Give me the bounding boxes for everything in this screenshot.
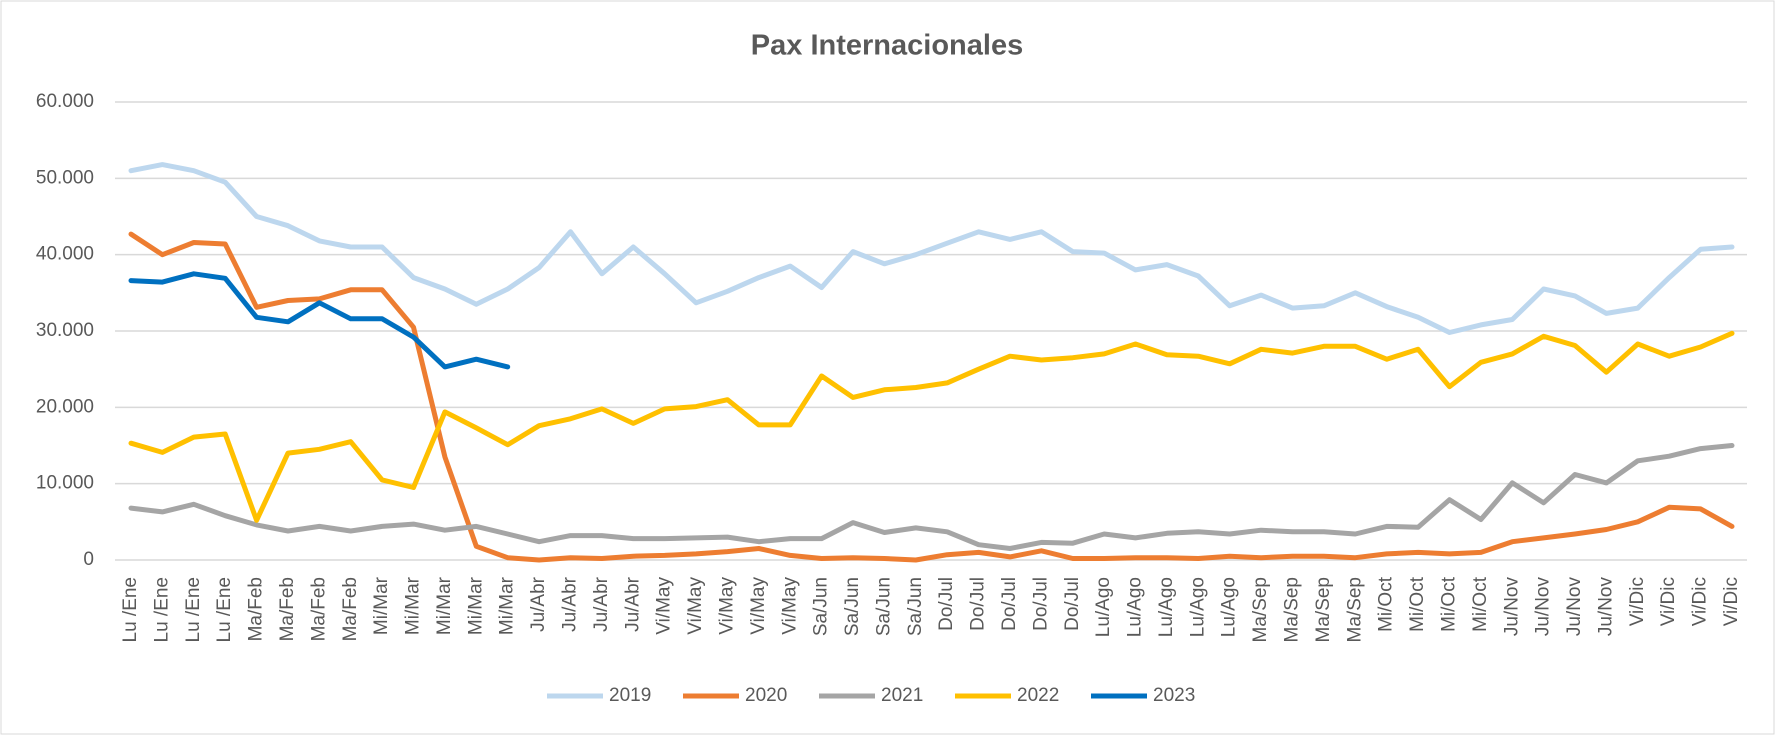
x-tick-label: Lu /Ene <box>183 577 204 643</box>
legend-label: 2022 <box>1017 685 1059 706</box>
x-tick-label: Mi/Oct <box>1438 576 1459 632</box>
line-series <box>128 271 511 370</box>
x-tick-label: Mi/Oct <box>1407 576 1428 632</box>
x-tick-label: Ju/Nov <box>1564 577 1585 637</box>
y-tick-label: 10.000 <box>36 473 94 494</box>
line-series <box>128 443 1735 551</box>
line-series <box>128 231 1735 563</box>
y-tick-label: 0 <box>83 549 94 570</box>
x-tick-label: Vi/Dic <box>1627 577 1648 626</box>
legend-label: 2021 <box>881 685 923 706</box>
x-tick-label: Lu/Ago <box>1093 577 1114 637</box>
x-tick-label: Ju/Abr <box>560 576 581 632</box>
x-tick-label: Lu/Ago <box>1125 577 1146 637</box>
chart-title: Pax Internacionales <box>751 30 1023 62</box>
x-tick-label: Ju/Nov <box>1533 577 1554 637</box>
x-tick-label: Vi/May <box>716 577 737 635</box>
legend-label: 2023 <box>1153 685 1195 706</box>
x-tick-label: Mi/Mar <box>497 576 518 635</box>
y-tick-label: 30.000 <box>36 320 94 341</box>
x-tick-label: Ma/Feb <box>340 577 361 641</box>
x-tick-label: Ma/Sep <box>1250 577 1271 642</box>
x-tick-label: Mi/Oct <box>1376 576 1397 632</box>
x-tick-label: Vi/May <box>779 577 800 635</box>
x-tick-label: Ju/Abr <box>591 576 612 632</box>
line-series <box>128 330 1735 523</box>
x-tick-label: Lu/Ago <box>1219 577 1240 637</box>
x-tick-label: Lu/Ago <box>1156 577 1177 637</box>
x-tick-label: Lu /Ene <box>151 577 172 643</box>
x-tick-label: Sa/Jun <box>842 577 863 636</box>
x-tick-label: Vi/Dic <box>1658 577 1679 626</box>
x-tick-label: Do/Jul <box>999 577 1020 631</box>
legend-label: 2019 <box>609 685 651 706</box>
y-tick-label: 20.000 <box>36 396 94 417</box>
x-tick-label: Lu/Ago <box>1187 577 1208 637</box>
x-tick-label: Ma/Feb <box>246 577 267 641</box>
x-tick-label: Do/Jul <box>1030 577 1051 631</box>
x-tick-label: Mi/Mar <box>434 576 455 635</box>
x-tick-label: Ju/Abr <box>528 576 549 632</box>
line-series <box>128 162 1735 335</box>
x-tick-label: Ju/Nov <box>1595 577 1616 637</box>
x-tick-label: Do/Jul <box>968 577 989 631</box>
x-tick-label: Ma/Sep <box>1282 577 1303 642</box>
x-tick-label: Do/Jul <box>1062 577 1083 631</box>
y-tick-label: 40.000 <box>36 244 94 265</box>
x-tick-label: Ma/Feb <box>277 577 298 641</box>
x-tick-label: Vi/Dic <box>1721 577 1742 626</box>
x-tick-label: Ju/Abr <box>622 576 643 632</box>
x-tick-label: Mi/Mar <box>465 576 486 635</box>
x-tick-label: Ma/Feb <box>308 577 329 641</box>
x-tick-label: Mi/Oct <box>1470 576 1491 632</box>
x-tick-label: Ju/Nov <box>1501 577 1522 637</box>
x-tick-label: Sa/Jun <box>873 577 894 636</box>
x-tick-label: Ma/Sep <box>1313 577 1334 642</box>
x-tick-label: Mi/Mar <box>403 576 424 635</box>
x-tick-label: Ma/Sep <box>1344 577 1365 642</box>
legend-label: 2020 <box>745 685 787 706</box>
x-tick-label: Vi/May <box>748 577 769 635</box>
x-tick-label: Do/Jul <box>936 577 957 631</box>
y-tick-label: 50.000 <box>36 167 94 188</box>
y-tick-label: 60.000 <box>36 91 94 112</box>
x-tick-label: Mi/Mar <box>371 576 392 635</box>
x-tick-label: Lu /Ene <box>120 577 141 643</box>
x-tick-label: Sa/Jun <box>811 577 832 636</box>
x-tick-label: Vi/May <box>654 577 675 635</box>
x-tick-label: Sa/Jun <box>905 577 926 636</box>
x-tick-label: Vi/Dic <box>1690 577 1711 626</box>
x-tick-label: Vi/May <box>685 577 706 635</box>
x-tick-label: Lu /Ene <box>214 577 235 643</box>
